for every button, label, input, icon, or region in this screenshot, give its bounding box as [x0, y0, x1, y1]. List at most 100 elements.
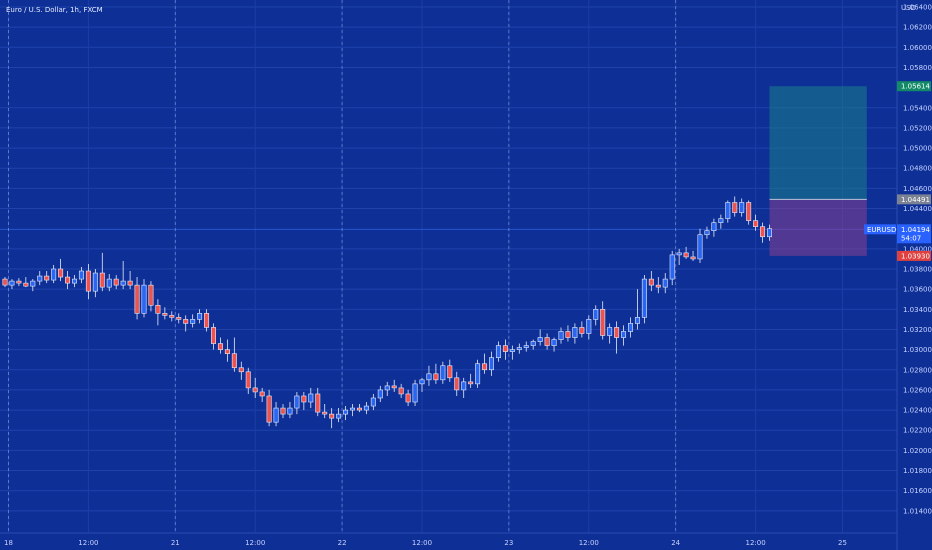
- candle-body: [523, 345, 529, 348]
- candle-body: [322, 411, 328, 415]
- candle-body: [294, 395, 300, 409]
- candle-body: [231, 353, 237, 369]
- x-tick-label: 25: [838, 539, 847, 547]
- candle-body: [169, 315, 175, 318]
- candle-body: [2, 278, 8, 286]
- y-tick-label: 1.02800: [903, 366, 932, 374]
- candle-body: [127, 280, 133, 286]
- candle-body: [356, 407, 362, 411]
- time-axis[interactable]: 18 12:00 21 12:00 22 12:00 23 12:00 24 12:00 25: [4, 539, 847, 547]
- countdown-tag: 54:07: [901, 234, 921, 242]
- candle-body: [113, 278, 119, 286]
- y-tick-label: 1.01800: [903, 467, 932, 475]
- candle-body: [148, 284, 154, 306]
- candle-body: [739, 202, 745, 213]
- candle-body: [586, 319, 592, 334]
- candle-body: [558, 331, 564, 340]
- candle-body: [92, 272, 98, 292]
- candle-body: [655, 284, 661, 288]
- x-tick-label: 21: [171, 539, 180, 547]
- loss-zone[interactable]: [769, 199, 867, 256]
- candle-body: [370, 397, 376, 407]
- candle-body: [280, 407, 286, 415]
- candle-body: [287, 407, 293, 415]
- candle-body: [349, 407, 355, 411]
- candle-body: [641, 278, 647, 318]
- candle-body: [23, 282, 29, 287]
- candle-body: [676, 252, 682, 256]
- y-tick-label: 1.04000: [903, 245, 932, 253]
- candle-body: [725, 202, 731, 219]
- candle-body: [141, 284, 147, 314]
- last-price-tag-bg: [897, 224, 931, 244]
- y-tick-label: 1.04600: [903, 185, 932, 193]
- candle-body: [252, 387, 258, 393]
- candle-body: [30, 280, 36, 287]
- candle-body: [537, 337, 543, 342]
- candle-body: [551, 339, 557, 346]
- candle-body: [495, 345, 501, 358]
- candle-body: [155, 304, 161, 314]
- candle-body: [398, 387, 404, 395]
- y-tick-label: 1.02400: [903, 407, 932, 415]
- entry-price-tag: 1.04491: [901, 196, 930, 204]
- candle-body: [488, 357, 494, 371]
- candle-body: [753, 220, 759, 227]
- target-price-tag-bg: [897, 81, 931, 92]
- candle-body: [197, 313, 203, 320]
- candle-body: [176, 317, 182, 320]
- candle-body: [627, 323, 633, 332]
- candle-body: [78, 270, 84, 280]
- y-tick-label: 1.02000: [903, 447, 932, 455]
- y-tick-label: 1.05200: [903, 124, 932, 132]
- candle-body: [697, 234, 703, 260]
- candle-body: [44, 275, 50, 281]
- profit-zone[interactable]: [769, 86, 867, 200]
- long-position-tool[interactable]: [769, 86, 867, 256]
- candle-body: [607, 327, 613, 336]
- x-tick-label: 12:00: [78, 539, 98, 547]
- candle-body: [530, 341, 536, 346]
- entry-price-tag-bg: [897, 194, 931, 205]
- candle-body: [447, 365, 453, 379]
- candle-body: [475, 363, 481, 385]
- candle-body: [454, 377, 460, 391]
- x-tick-label: 23: [504, 539, 513, 547]
- candle-body: [120, 280, 126, 286]
- candle-body: [419, 379, 425, 385]
- candle-body: [502, 345, 508, 352]
- candle-body: [329, 413, 335, 419]
- currency-label: USD: [901, 4, 916, 12]
- candle-body: [433, 373, 439, 381]
- y-tick-label: 1.03600: [903, 286, 932, 294]
- candle-body: [204, 313, 210, 328]
- candle-body: [58, 268, 64, 278]
- candle-body: [412, 383, 418, 403]
- candle-body: [238, 367, 244, 373]
- candle-body: [704, 230, 710, 236]
- candle-body: [461, 381, 467, 391]
- candle-body: [648, 278, 654, 286]
- candle-body: [384, 385, 390, 391]
- symbol-tag: EURUSD: [867, 226, 896, 234]
- candle-body: [16, 280, 22, 284]
- candle-body: [482, 363, 488, 371]
- y-tick-label: 1.03000: [903, 346, 932, 354]
- candle-body: [662, 278, 668, 288]
- candle-body: [343, 409, 349, 415]
- candle-body: [391, 385, 397, 389]
- candle-body: [544, 337, 550, 346]
- candle-body: [266, 395, 272, 423]
- y-tick-label: 1.04800: [903, 165, 932, 173]
- y-tick-label: 1.04400: [903, 205, 932, 213]
- candle-body: [634, 317, 640, 324]
- candle-body: [572, 327, 578, 338]
- price-axis[interactable]: 1.01400 1.01600 1.01800 1.02000 1.02200 1.024…: [903, 4, 932, 516]
- candle-body: [190, 319, 196, 324]
- candle-body: [134, 284, 140, 314]
- day-separators: [8, 0, 677, 533]
- y-tick-label: 1.05400: [903, 104, 932, 112]
- y-tick-label: 1.05000: [903, 145, 932, 153]
